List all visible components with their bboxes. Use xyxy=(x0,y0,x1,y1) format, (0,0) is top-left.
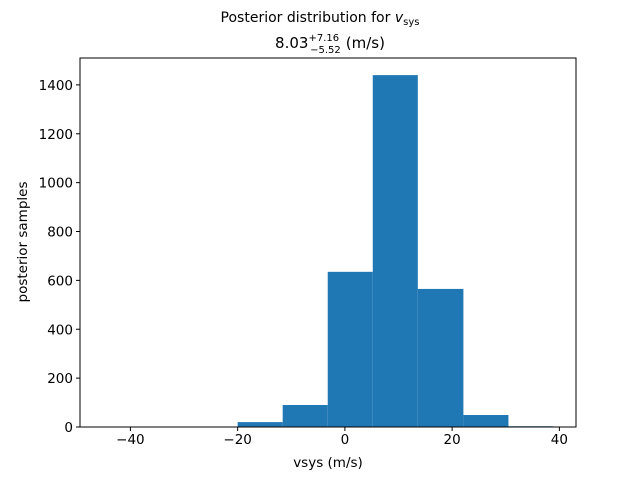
subtitle-lower: −5.52 xyxy=(310,45,341,56)
y-tick-label: 0 xyxy=(64,420,73,436)
title-symbol: v xyxy=(395,10,404,26)
y-tick-label: 400 xyxy=(47,322,73,338)
bar xyxy=(463,415,509,427)
x-tick-label: 0 xyxy=(341,432,350,448)
x-tick-label: −20 xyxy=(223,432,252,448)
subtitle-upper: +7.16 xyxy=(308,33,339,44)
y-tick-label: 1400 xyxy=(39,78,73,94)
chart-title: Posterior distribution for vsys xyxy=(221,10,420,28)
plot-frame xyxy=(79,57,577,428)
y-tick-label: 1000 xyxy=(39,176,73,192)
y-axis-label: posterior samples xyxy=(15,182,31,303)
bar xyxy=(372,75,418,427)
x-tick-label: −40 xyxy=(116,432,145,448)
x-tick-label: 40 xyxy=(551,432,568,448)
chart-subtitle: 8.03+7.16 −5.52 (m/s) xyxy=(275,33,385,56)
y-tick-label: 200 xyxy=(47,371,73,387)
bar xyxy=(282,405,328,427)
y-tick-label: 800 xyxy=(47,225,73,241)
bar xyxy=(237,422,283,427)
y-tick-label: 600 xyxy=(47,273,73,289)
subtitle-value: 8.03 xyxy=(275,34,308,52)
x-axis-label: vsys (m/s) xyxy=(293,455,363,471)
x-tick-label: 20 xyxy=(444,432,461,448)
subtitle-unit: (m/s) xyxy=(346,34,385,52)
title-text: Posterior distribution for xyxy=(221,10,395,26)
bar xyxy=(417,288,464,427)
bar xyxy=(327,271,373,427)
y-tick-label: 1200 xyxy=(39,127,73,143)
title-subscript: sys xyxy=(403,17,419,28)
